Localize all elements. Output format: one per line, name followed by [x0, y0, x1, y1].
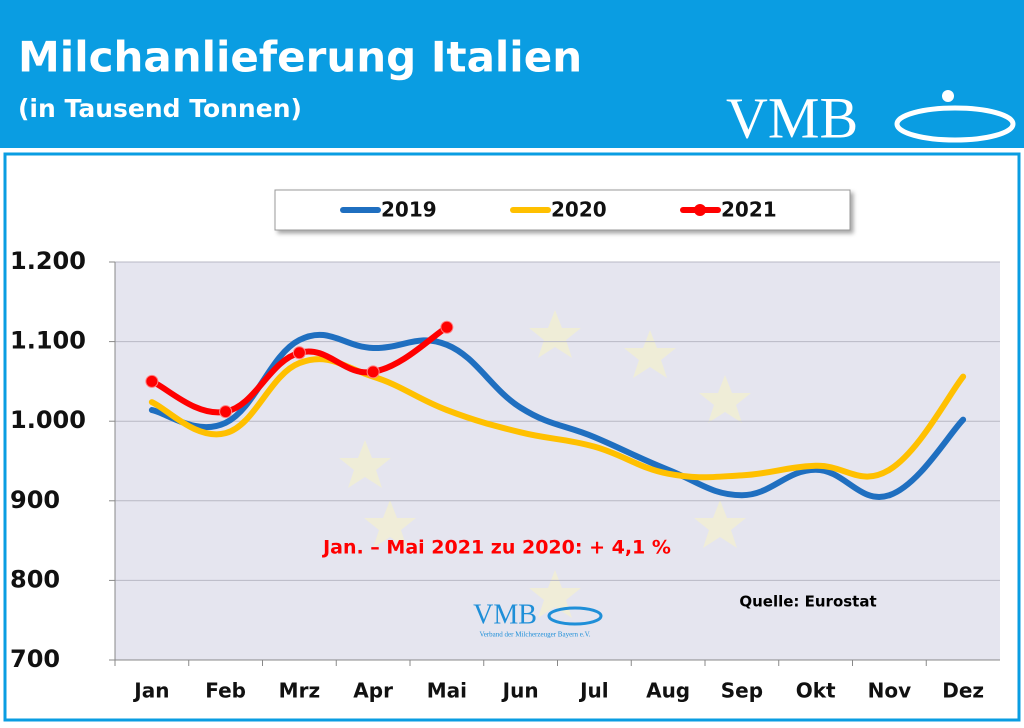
y-tick-label: 700: [10, 645, 60, 673]
watermark-logo: VMB: [473, 599, 537, 630]
x-tick-label: Mrz: [279, 679, 320, 703]
y-tick-label: 1.100: [10, 327, 86, 355]
logo-dot: [942, 90, 954, 102]
header-band: [0, 0, 1024, 148]
watermark-swoosh: [547, 606, 603, 626]
x-tick-label: Dez: [942, 679, 984, 703]
logo-swoosh: [894, 105, 1016, 143]
data-point: [366, 365, 380, 379]
y-tick-label: 1.200: [10, 247, 86, 275]
x-tick-label: Nov: [868, 679, 912, 703]
x-tick-label: Jul: [578, 679, 609, 703]
y-tick-label: 900: [10, 486, 60, 514]
data-point: [145, 374, 159, 388]
annotation: Jan. – Mai 2021 zu 2020: + 4,1 %: [321, 537, 671, 559]
y-tick-label: 800: [10, 565, 60, 593]
series-line: [148, 356, 967, 481]
series-line: [148, 331, 967, 500]
x-tick-label: Apr: [353, 679, 393, 703]
chart-subtitle: (in Tausend Tonnen): [18, 94, 302, 123]
watermark-tagline: Verband der Milcherzeuger Bayern e.V.: [479, 631, 590, 639]
x-tick-label: Jan: [132, 679, 169, 703]
source: Quelle: Eurostat: [739, 593, 876, 611]
y-tick-label: 1.000: [10, 406, 86, 434]
legend-box: [274, 189, 851, 231]
chart-title: Milchanlieferung Italien: [18, 33, 582, 82]
data-point: [292, 346, 306, 360]
star-decoration: [339, 310, 751, 618]
data-point: [219, 405, 233, 419]
x-tick-label: Okt: [796, 679, 836, 703]
legend-label: 2020: [551, 198, 607, 222]
x-tick-label: Sep: [721, 679, 763, 703]
x-tick-label: Feb: [205, 679, 246, 703]
data-point: [440, 320, 454, 334]
legend-marker: [694, 204, 706, 216]
x-tick-label: Jun: [501, 679, 539, 703]
legend-label: 2021: [721, 198, 777, 222]
x-tick-label: Mai: [427, 679, 467, 703]
x-tick-label: Aug: [646, 679, 690, 703]
header-logo: VMB: [726, 85, 858, 150]
legend-label: 2019: [381, 198, 437, 222]
